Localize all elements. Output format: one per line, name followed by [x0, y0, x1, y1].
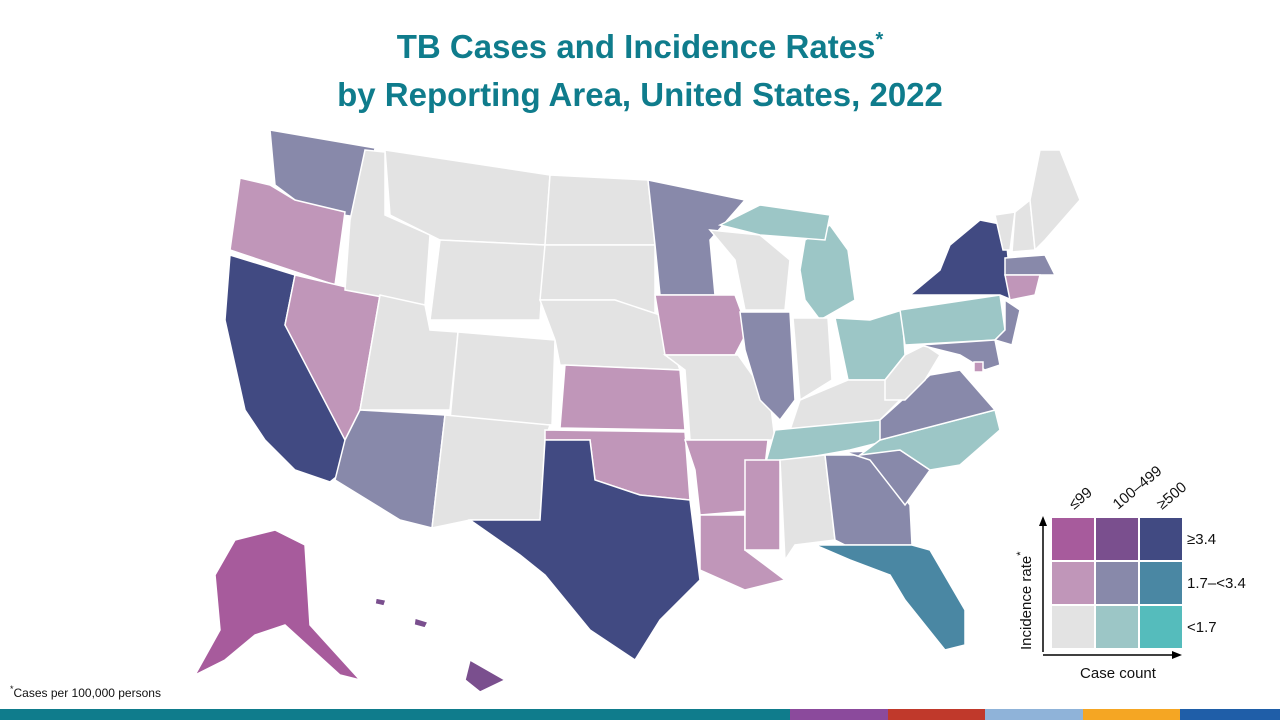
reporting-area	[739, 311, 796, 422]
y-label-text: Incidence rate	[1018, 556, 1035, 650]
reporting-area	[814, 544, 966, 651]
reporting-area	[994, 211, 1016, 251]
legend-cell	[1140, 562, 1182, 604]
legend-cell	[1140, 606, 1182, 648]
legend-cell	[1096, 518, 1138, 560]
reporting-area	[544, 174, 656, 246]
arrow-head	[1039, 516, 1047, 526]
reporting-area	[431, 414, 552, 529]
band	[1180, 709, 1280, 720]
legend-cell	[1096, 562, 1138, 604]
reporting-area	[449, 331, 556, 426]
title-mark: *	[875, 29, 883, 51]
reporting-area	[973, 361, 984, 373]
footnote: *Cases per 100,000 persons	[10, 684, 161, 700]
legend-cell	[1096, 606, 1138, 648]
map	[193, 129, 1081, 693]
reporting-area	[413, 617, 430, 629]
row-label: ≥3.4	[1187, 531, 1216, 548]
band	[888, 709, 985, 720]
reporting-area	[899, 294, 1006, 346]
reporting-area	[229, 177, 346, 286]
band	[1083, 709, 1180, 720]
title-line: TB Cases and Incidence Rates*	[397, 28, 884, 65]
band	[985, 709, 1083, 720]
reporting-area	[907, 219, 1013, 302]
band	[0, 709, 790, 720]
reporting-area	[1004, 274, 1041, 301]
x-label: Case count	[1080, 665, 1157, 682]
row-label: 1.7–<3.4	[1187, 575, 1246, 592]
y-label-mark: *	[1015, 551, 1027, 556]
row-label: <1.7	[1187, 619, 1217, 636]
title-text: TB Cases and Incidence Rates	[397, 28, 876, 65]
legend-cell	[1052, 562, 1094, 604]
legend: Case count Incidence rate* ≥3.4 1.7–<3.4 <…	[1015, 462, 1246, 682]
reporting-area	[429, 239, 546, 321]
reporting-area	[857, 409, 1001, 471]
reporting-area	[559, 364, 686, 431]
title-line: by Reporting Area, United States, 2022	[337, 76, 943, 113]
reporting-area	[792, 317, 833, 402]
reporting-area	[744, 459, 781, 551]
column-label: ≤99	[1066, 484, 1096, 513]
reporting-area	[374, 597, 387, 607]
reporting-area	[884, 344, 942, 401]
reporting-area	[993, 298, 1021, 346]
band	[790, 709, 888, 720]
reporting-area	[1029, 149, 1081, 252]
reporting-area	[779, 454, 836, 563]
reporting-area	[464, 658, 507, 693]
reporting-area	[654, 294, 749, 356]
arrow-head	[1172, 651, 1182, 659]
reporting-area	[717, 204, 831, 241]
reporting-area	[467, 439, 701, 662]
legend-cell	[1140, 518, 1182, 560]
reporting-area	[344, 149, 431, 306]
column-label: ≥500	[1154, 479, 1190, 513]
legend-cell	[1052, 518, 1094, 560]
reporting-area	[334, 409, 446, 529]
y-label: Incidence rate*	[1015, 551, 1035, 650]
footnote-text: Cases per 100,000 persons	[14, 686, 161, 700]
reporting-area	[193, 529, 363, 682]
legend-cell	[1052, 606, 1094, 648]
footnote-mark: *	[10, 684, 14, 694]
reporting-area	[799, 224, 856, 321]
reporting-area	[1004, 254, 1057, 276]
